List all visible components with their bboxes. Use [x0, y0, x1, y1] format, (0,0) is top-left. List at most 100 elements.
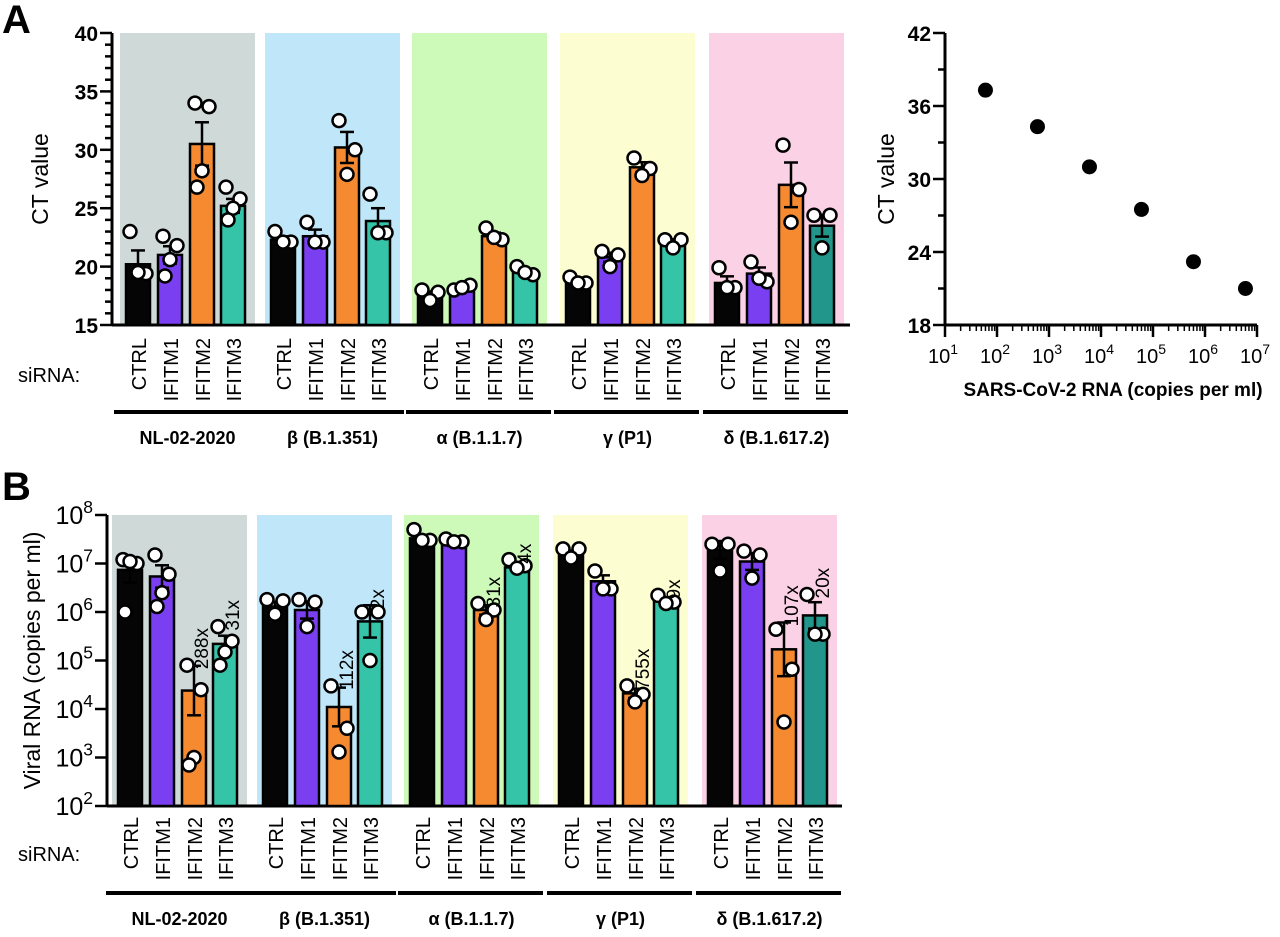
data-point: [218, 179, 234, 195]
category-label: CTRL: [421, 338, 443, 390]
data-point: [299, 214, 315, 230]
data-point: [162, 251, 178, 268]
group-name-label: α (B.1.1.7): [436, 428, 522, 448]
category-label: IFITM3: [216, 817, 238, 880]
data-point: [149, 598, 165, 615]
sirna-label: siRNA:: [18, 365, 80, 387]
group-name-label: β (B.1.351): [279, 909, 370, 929]
category-label: IFITM2: [633, 338, 655, 401]
category-label: IFITM1: [306, 338, 328, 401]
category-label: IFITM2: [193, 338, 215, 401]
bar-ifitm1: [589, 580, 617, 808]
category-label: IFITM2: [775, 817, 797, 880]
category-label: IFITM1: [161, 338, 183, 401]
category-label: CTRL: [562, 817, 584, 869]
y-tick-label: 108: [55, 497, 93, 530]
category-label: CTRL: [121, 817, 143, 869]
data-point: [122, 553, 138, 570]
y-axis-label: Viral RNA (copies per ml): [19, 532, 45, 790]
y-tick-label: 30: [908, 169, 931, 192]
y-tick-label: 107: [55, 545, 93, 578]
bar-ifitm3: [801, 614, 829, 808]
category-label: CTRL: [266, 817, 288, 869]
data-point: [486, 229, 502, 246]
y-tick-label: 25: [75, 198, 99, 221]
category-label: IFITM1: [453, 338, 475, 401]
data-point: [370, 604, 386, 620]
data-point: [370, 224, 386, 241]
fold-change-label: 31x: [484, 576, 505, 607]
data-point: [634, 167, 650, 184]
data-point: [775, 137, 791, 153]
data-point: [259, 591, 275, 608]
y-tick-label: 20: [75, 257, 98, 280]
data-point: [594, 243, 610, 260]
data-point: [220, 212, 236, 228]
category-label: CTRL: [711, 817, 733, 869]
data-point: [752, 547, 768, 563]
category-label: IFITM3: [369, 338, 391, 401]
fold-change-label: 20x: [813, 567, 834, 598]
data-point: [189, 179, 205, 195]
group-name-label: NL-02-2020: [131, 909, 227, 929]
data-point: [744, 570, 760, 586]
category-label: IFITM2: [330, 817, 352, 880]
data-point: [291, 591, 307, 608]
y-tick-label: 24: [908, 242, 932, 265]
y-tick-label: 102: [55, 788, 93, 821]
data-point: [155, 228, 171, 244]
data-point: [193, 681, 209, 698]
data-point: [414, 532, 430, 549]
data-point: [712, 563, 728, 579]
data-point: [275, 234, 291, 250]
sirna-label: siRNA:: [18, 844, 80, 866]
data-point: [602, 258, 618, 275]
panel-a-standard-curve: 18 24 30 36 42 101 102 103 104 105 106 107 CT value S…: [873, 23, 1270, 401]
data-point: [720, 536, 736, 552]
data-point: [719, 279, 735, 296]
y-tick-label: 106: [55, 594, 93, 627]
data-point: [181, 757, 197, 773]
data-point: [414, 282, 430, 298]
data-point: [704, 536, 720, 552]
data-point: [799, 586, 815, 603]
y-tick-label: 18: [908, 315, 932, 338]
bar-ifitm1: [738, 560, 766, 808]
data-point: [275, 593, 291, 609]
data-point: [299, 618, 315, 635]
data-point: [201, 98, 217, 115]
category-label: IFITM1: [298, 817, 320, 880]
category-label: IFITM2: [782, 338, 804, 401]
category-label: IFITM2: [626, 817, 648, 880]
data-point: [169, 237, 185, 254]
category-label: CTRL: [413, 817, 435, 869]
data-point: [130, 264, 146, 281]
category-label: IFITM1: [750, 338, 772, 401]
fold-change-label: 31x: [223, 599, 244, 630]
category-label: CTRL: [569, 338, 591, 390]
y-axis-label: CT value: [27, 133, 53, 225]
group-name-label: δ (B.1.617.2): [717, 909, 823, 929]
data-point: [210, 618, 226, 635]
data-point: [665, 240, 681, 256]
data-point: [822, 207, 838, 223]
group-name-label: NL-02-2020: [139, 428, 235, 448]
y-tick-label: 105: [55, 642, 93, 675]
data-point: [627, 694, 643, 710]
data-point: [711, 260, 727, 276]
x-tick-label: 107: [1240, 341, 1270, 368]
data-point: [154, 584, 170, 601]
data-point: [212, 657, 228, 673]
panel-b-bar-chart: 102 103 104 105 106 107 108 Viral RNA (copies p…: [18, 497, 842, 929]
data-point: [446, 534, 462, 550]
x-tick-label: 105: [1136, 341, 1166, 368]
data-point: [783, 214, 799, 230]
y-axis-label: CT value: [873, 133, 899, 225]
y-tick-label: 103: [55, 739, 93, 772]
data-point: [307, 594, 323, 610]
bar-ifitm3: [659, 240, 687, 327]
panel-a-bar-chart: 15 20 25 30 35 40 CT value siRNA: CTRL IFITM1 IFIT…: [18, 23, 850, 448]
y-tick-label: 104: [55, 691, 93, 724]
category-label: IFITM3: [508, 817, 530, 880]
